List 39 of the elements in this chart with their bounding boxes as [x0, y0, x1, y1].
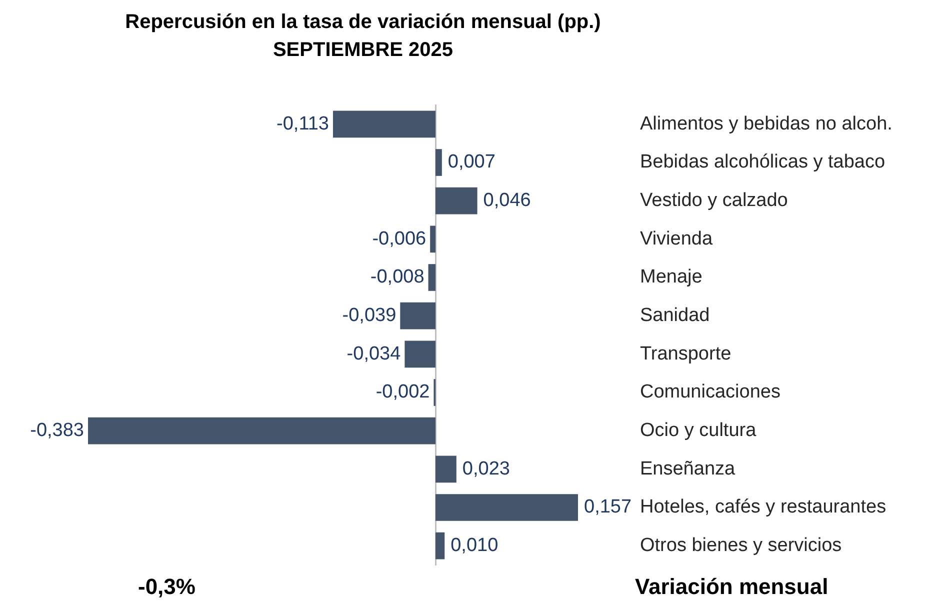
- y-tick-label: Bebidas alcohólicas y tabaco: [640, 152, 886, 173]
- y-tick-label: Alimentos y bebidas no alcoh.: [640, 113, 892, 134]
- data-label: -0,008: [370, 266, 424, 288]
- bar: [436, 149, 442, 176]
- data-label: -0,039: [342, 305, 396, 326]
- bar: [436, 187, 478, 214]
- bar: [436, 494, 578, 521]
- chart-title: Repercusión en la tasa de variación mensual (pp.): [124, 10, 602, 35]
- y-tick-label: Otros bienes y servicios: [640, 535, 842, 556]
- text: -0,3%: [138, 574, 196, 600]
- y-tick-label: Transporte: [640, 343, 732, 364]
- y-tick-label: Ocio y cultura: [640, 420, 757, 442]
- bar: [404, 340, 436, 368]
- y-tick-label: Hoteles, cafés y restaurantes: [640, 496, 886, 518]
- data-label: -0,006: [372, 228, 426, 250]
- data-label: -0,383: [30, 420, 84, 442]
- y-tick-label: Menaje: [640, 266, 702, 288]
- bar: [88, 417, 436, 444]
- text: Variación mensual: [635, 574, 828, 600]
- data-label: 0,010: [450, 535, 498, 556]
- y-tick-label: Vivienda: [640, 228, 713, 250]
- bar: [428, 264, 436, 291]
- data-label: 0,023: [462, 458, 510, 480]
- bar: [436, 456, 456, 483]
- data-label: -0,034: [346, 343, 402, 364]
- y-tick-label: Sanidad: [640, 305, 710, 326]
- bar: [333, 110, 436, 138]
- y-tick-label: Vestido y calzado: [640, 190, 788, 212]
- bar: [436, 532, 445, 560]
- y-tick-label: Enseñanza: [640, 458, 736, 480]
- data-label: 0,007: [448, 152, 496, 173]
- bar: [400, 302, 436, 330]
- data-label: -0,002: [376, 382, 430, 403]
- y-tick-label: Comunicaciones: [640, 382, 780, 403]
- data-label: 0,157: [584, 496, 632, 518]
- chart-subtitle: SEPTIEMBRE 2025: [272, 38, 454, 63]
- data-label: -0,113: [276, 113, 329, 134]
- data-label: 0,046: [483, 190, 531, 212]
- bar: [430, 226, 436, 253]
